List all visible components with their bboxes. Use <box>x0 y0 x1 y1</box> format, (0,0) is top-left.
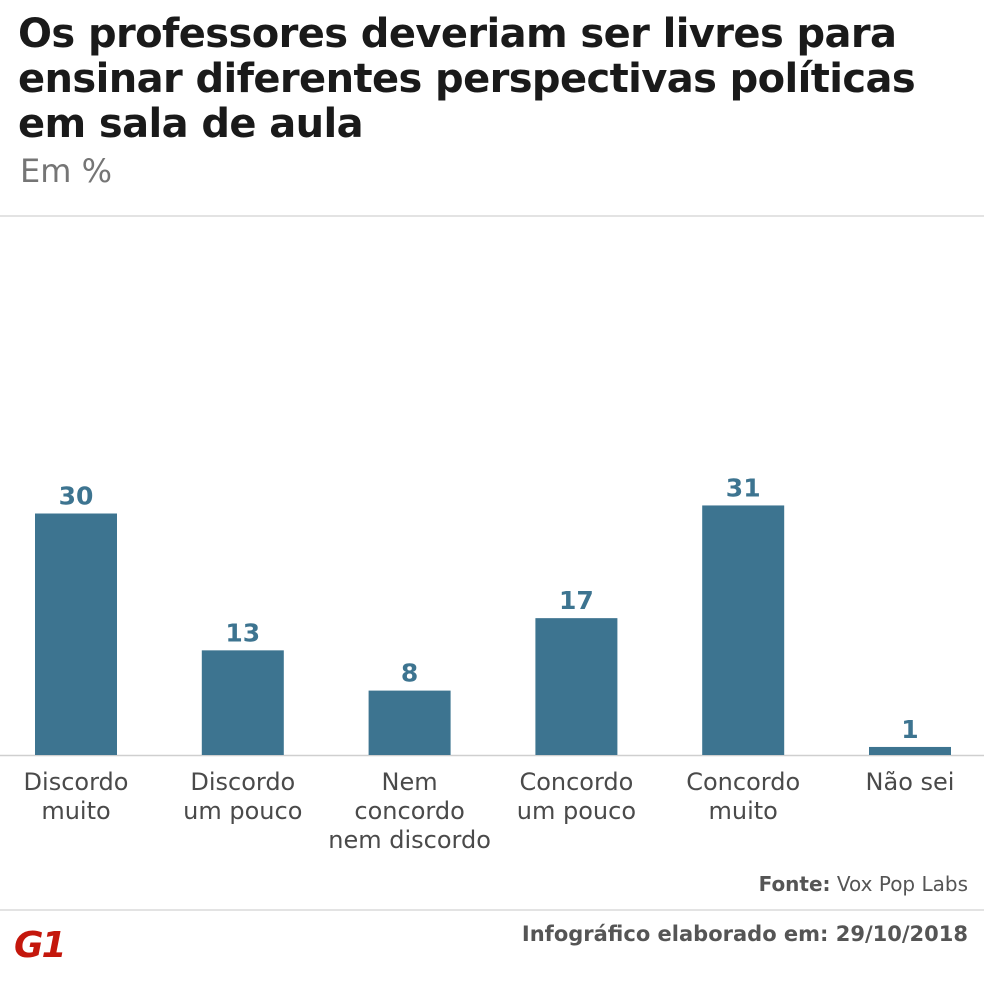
bar-0 <box>35 513 117 755</box>
bar-chart: 30 Discordo muito 13 Discordo um pouco 8 Nem con… <box>0 473 984 854</box>
category-label-0: Discordo muito <box>24 768 129 825</box>
category-label-3: Concordo um pouco <box>517 768 636 825</box>
source-value: Vox Pop Labs <box>836 872 968 896</box>
category-label-4: Concordo muito <box>686 768 800 825</box>
category-label-2: Nem concordo nem discordo <box>328 768 491 854</box>
bar-4 <box>702 505 785 755</box>
source-note: Fonte: Vox Pop Labs <box>759 872 968 896</box>
value-label-1: 13 <box>225 618 260 647</box>
g1-logo: G1 <box>14 925 67 966</box>
bar-2 <box>368 690 451 755</box>
bottom-divider <box>0 909 984 911</box>
value-label-2: 8 <box>401 659 418 688</box>
source-label: Fonte: <box>758 872 831 896</box>
bar-5 <box>869 746 951 755</box>
chart-title: Os professores deveriam ser livres para … <box>18 11 916 147</box>
bar-1 <box>201 650 284 755</box>
chart-subtitle: Em % <box>20 152 112 190</box>
value-label-0: 30 <box>59 482 94 511</box>
top-divider <box>0 215 984 217</box>
value-label-5: 1 <box>901 715 918 744</box>
value-label-3: 17 <box>559 586 594 615</box>
category-label-5: Não sei <box>866 768 955 796</box>
value-label-4: 31 <box>726 473 761 502</box>
infographic-date-note: Infográfico elaborado em: 29/10/2018 <box>521 922 968 946</box>
bar-3 <box>535 618 618 755</box>
category-label-1: Discordo um pouco <box>183 768 302 825</box>
